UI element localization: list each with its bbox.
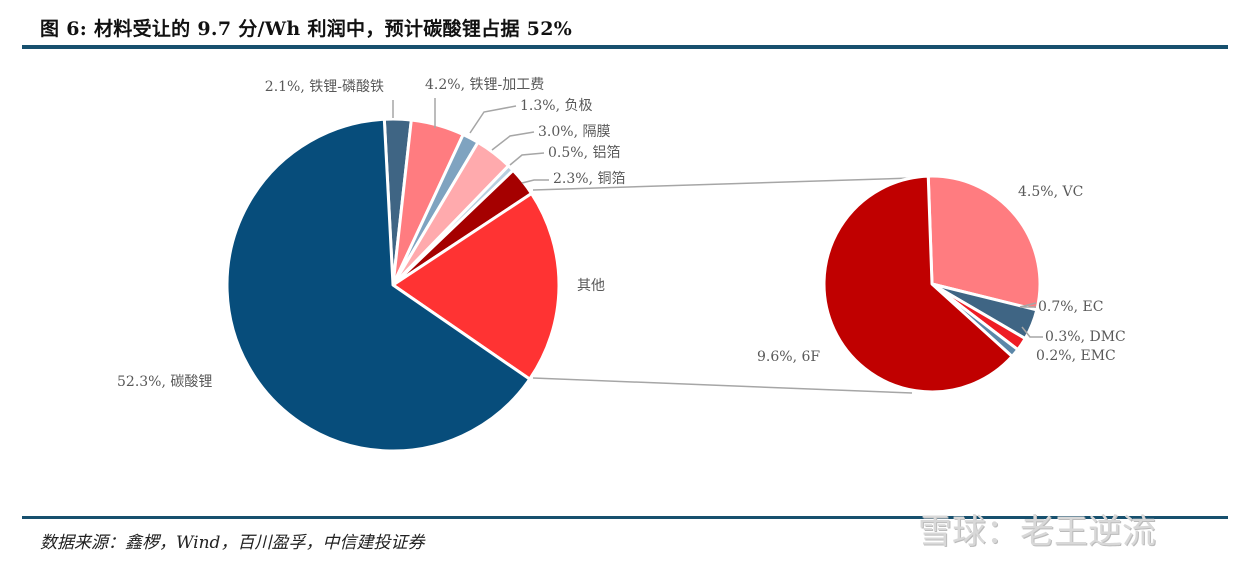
chart-title: 图 6: 材料受让的 9.7 分/Wh 利润中，预计碳酸锂占据 52%: [40, 18, 573, 40]
data-label-main-1: 2.1%, 铁锂-磷酸铁: [265, 79, 384, 95]
watermark: 雪球：老王逆流: [918, 512, 1156, 552]
data-label-secondary-3: 0.3%, DMC: [1045, 329, 1126, 345]
secondary-pie: [822, 174, 1042, 394]
pie-slice-5: [822, 174, 1014, 394]
leader-line: [521, 179, 549, 184]
data-label-secondary-5: 9.6%, 6F: [757, 349, 820, 365]
leader-line: [469, 105, 517, 134]
pie-slice-8: [225, 117, 532, 453]
leader-line: [491, 131, 535, 151]
pie-slice-7: [391, 192, 561, 381]
leader-line: [509, 152, 545, 166]
data-label-main-2: 4.2%, 铁锂-加工费: [425, 77, 544, 93]
connector-line-bottom: [532, 377, 913, 394]
data-label-main-3: 1.3%, 负极: [520, 98, 592, 114]
leader-lines: [392, 98, 1043, 338]
main-pie: [225, 117, 561, 453]
data-label-secondary-4: 0.2%, EMC: [1036, 348, 1116, 364]
leader-line: [1021, 326, 1043, 338]
title-rule: [22, 45, 1228, 49]
data-label-secondary-2: 0.7%, EC: [1038, 299, 1103, 315]
footer-rule: [22, 516, 1228, 519]
data-label-secondary-1: 4.5%, VC: [1018, 184, 1083, 200]
data-label-main-4: 3.0%, 隔膜: [538, 124, 610, 140]
data-labels: 2.1%, 铁锂-磷酸铁 4.2%, 铁锂-加工费 1.3%, 负极 3.0%, 隔膜…: [117, 77, 1126, 390]
data-label-main-5: 0.5%, 铝箔: [548, 145, 620, 161]
leader-line: [1019, 302, 1037, 308]
source-note: 数据来源：鑫椤，Wind，百川盈孚，中信建投证券: [40, 533, 425, 553]
data-label-main-8: 52.3%, 碳酸锂: [117, 374, 212, 390]
data-label-main-7: 其他: [577, 278, 605, 294]
pie-slice-1: [926, 174, 1042, 312]
connector-line-top: [532, 177, 913, 191]
data-label-main-6: 2.3%, 铜箔: [553, 171, 625, 187]
